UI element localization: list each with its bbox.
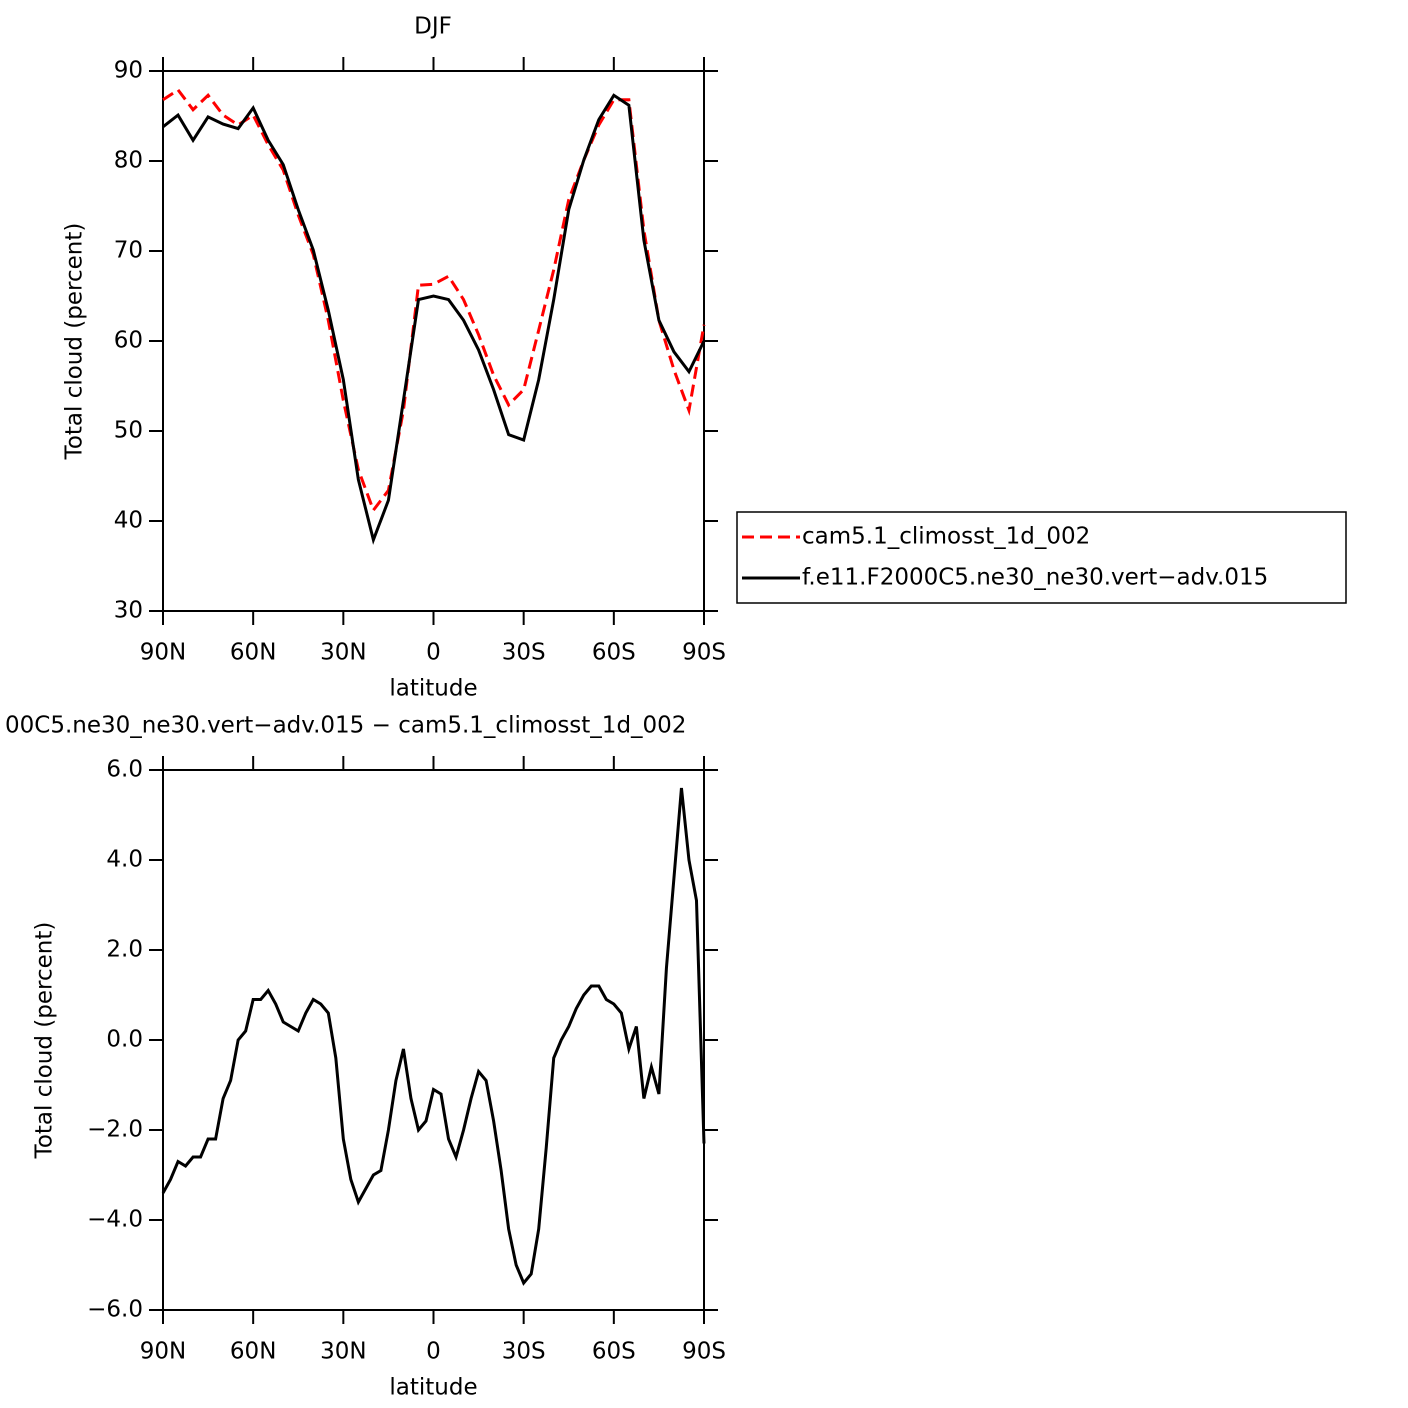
legend-label: cam5.1_climosst_1d_002: [802, 524, 1090, 550]
x-tick-label: 90N: [140, 640, 186, 666]
data-line: [161, 787, 706, 1286]
data-line: [162, 93, 706, 545]
plot-frame: [162, 769, 705, 1311]
y-tick-label: 70: [114, 238, 143, 264]
x-tick-label: 60S: [592, 640, 636, 666]
y-tick-label: 4.0: [106, 847, 143, 873]
x-tick-label: 0: [426, 640, 441, 666]
x-axis-label: latitude: [389, 676, 477, 702]
x-tick-label: 30S: [502, 640, 546, 666]
x-tick-label: 90S: [682, 1339, 726, 1365]
y-tick-label: 0.0: [106, 1027, 143, 1053]
x-tick-label: 90N: [140, 1339, 186, 1365]
legend-box: [736, 511, 1347, 604]
chart-title: 00C5.ne30_ne30.vert−adv.015 − cam5.1_cli…: [5, 713, 686, 739]
y-tick-label: 2.0: [106, 937, 143, 963]
y-tick-label: 40: [114, 508, 143, 534]
x-tick-label: 90S: [682, 640, 726, 666]
x-tick-label: 60N: [230, 1339, 276, 1365]
x-axis-label: latitude: [389, 1375, 477, 1401]
y-axis-label: Total cloud (percent): [32, 922, 58, 1160]
legend-label: f.e11.F2000C5.ne30_ne30.vert−adv.015: [802, 565, 1268, 591]
data-line: [162, 87, 706, 514]
y-tick-label: 50: [114, 418, 143, 444]
x-tick-label: 60S: [592, 1339, 636, 1365]
y-tick-label: 80: [114, 148, 143, 174]
chart-title: DJF: [414, 14, 452, 40]
y-tick-label: 60: [114, 328, 143, 354]
x-tick-label: 60N: [230, 640, 276, 666]
y-tick-label: 6.0: [106, 757, 143, 783]
x-tick-label: 0: [426, 1339, 441, 1365]
y-axis-label: Total cloud (percent): [62, 223, 88, 461]
y-tick-label: −6.0: [87, 1297, 143, 1323]
x-tick-label: 30S: [502, 1339, 546, 1365]
x-tick-label: 30N: [320, 640, 366, 666]
y-tick-label: −4.0: [87, 1207, 143, 1233]
x-tick-label: 30N: [320, 1339, 366, 1365]
y-tick-label: 30: [114, 598, 143, 624]
y-tick-label: −2.0: [87, 1117, 143, 1143]
plot-frame: [162, 70, 705, 612]
y-tick-label: 90: [114, 58, 143, 84]
